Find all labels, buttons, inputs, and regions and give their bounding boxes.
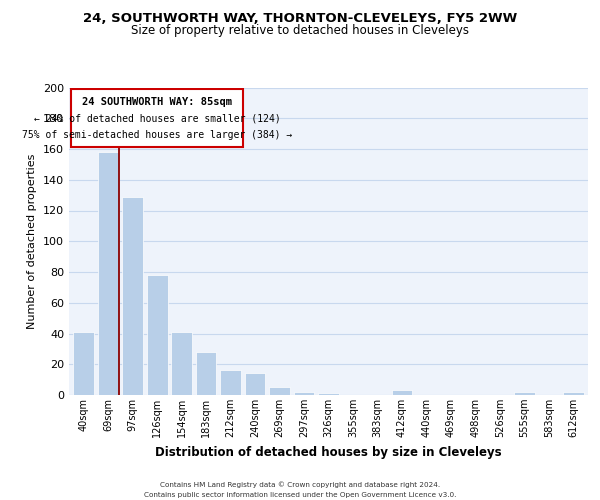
Text: Size of property relative to detached houses in Cleveleys: Size of property relative to detached ho… [131, 24, 469, 37]
Bar [318, 394, 339, 395]
Bar [514, 392, 535, 395]
Bar [245, 374, 265, 395]
FancyBboxPatch shape [71, 89, 243, 148]
Bar [563, 392, 584, 395]
Text: 24, SOUTHWORTH WAY, THORNTON-CLEVELEYS, FY5 2WW: 24, SOUTHWORTH WAY, THORNTON-CLEVELEYS, … [83, 12, 517, 26]
Bar [196, 352, 217, 395]
Bar [98, 152, 119, 395]
Text: 75% of semi-detached houses are larger (384) →: 75% of semi-detached houses are larger (… [22, 130, 292, 140]
Bar [73, 332, 94, 395]
Bar [147, 275, 167, 395]
Text: Contains HM Land Registry data © Crown copyright and database right 2024.
Contai: Contains HM Land Registry data © Crown c… [144, 482, 456, 498]
Text: ← 24% of detached houses are smaller (124): ← 24% of detached houses are smaller (12… [34, 114, 280, 123]
Bar [171, 332, 192, 395]
X-axis label: Distribution of detached houses by size in Cleveleys: Distribution of detached houses by size … [155, 446, 502, 458]
Y-axis label: Number of detached properties: Number of detached properties [28, 154, 37, 329]
Bar [269, 388, 290, 395]
Bar [392, 390, 412, 395]
Text: 24 SOUTHWORTH WAY: 85sqm: 24 SOUTHWORTH WAY: 85sqm [82, 97, 232, 107]
Bar [122, 196, 143, 395]
Bar [220, 370, 241, 395]
Bar [293, 392, 314, 395]
